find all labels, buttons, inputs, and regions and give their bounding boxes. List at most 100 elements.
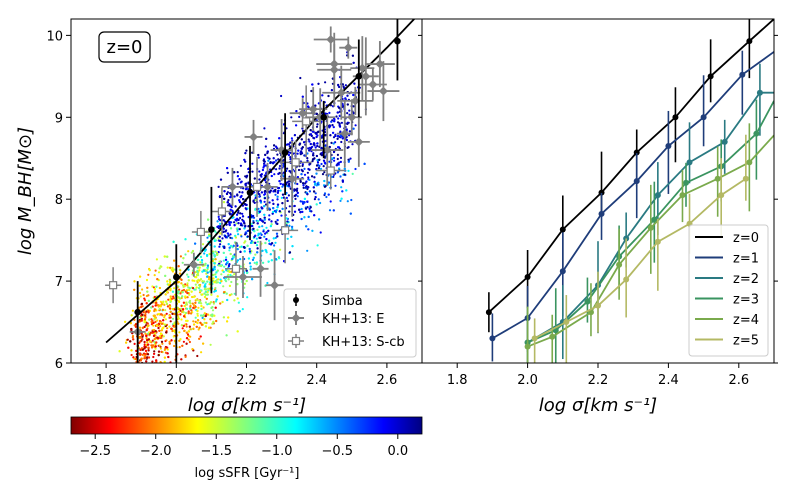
series-point xyxy=(756,89,763,96)
kh13-scb-point xyxy=(245,156,270,217)
right-x-tick-label: 1.8 xyxy=(447,373,468,388)
simba-point xyxy=(134,281,141,363)
right-x-tick-label: 2.0 xyxy=(517,373,538,388)
left-y-tick-label: 10 xyxy=(46,29,63,44)
kh13-e-point xyxy=(221,167,244,206)
left-y-tick-label: 7 xyxy=(55,275,63,290)
colorbar-tick-label: 0.0 xyxy=(387,444,408,459)
legend-label-kh13-e: KH+13: E xyxy=(322,312,384,327)
kh13-e-point xyxy=(337,86,374,115)
colorbar: −2.5 −2.0 −1.5 −1.0 −0.5 0.0 log sSFR [Gyr⁻¹] xyxy=(70,416,423,481)
series-point xyxy=(549,333,556,340)
redshift-series-lines xyxy=(485,19,774,363)
series-point xyxy=(672,114,679,121)
legend-item-simba: Simba xyxy=(293,294,363,309)
legend-item-z3: z=3 xyxy=(695,293,759,308)
series-point xyxy=(633,178,640,185)
simba-binned-points xyxy=(134,19,401,363)
series-point xyxy=(633,149,640,156)
series-line xyxy=(534,177,747,340)
kh13-scb-point xyxy=(211,187,232,236)
left-y-axis-label: log M_BH[M⊙] xyxy=(15,127,36,255)
colorbar-tick-label: −2.0 xyxy=(140,444,172,459)
legend-label: z=0 xyxy=(733,231,759,246)
series-point xyxy=(718,192,725,199)
series-point xyxy=(686,159,693,166)
series-point xyxy=(616,261,623,268)
colorbar-ticks: −2.5 −2.0 −1.5 −1.0 −0.5 0.0 xyxy=(79,434,408,459)
series-point xyxy=(531,335,538,342)
legend-label-kh13-scb: KH+13: S-cb xyxy=(322,335,405,350)
simba-point xyxy=(394,19,401,81)
kh13-e-point xyxy=(367,61,400,122)
simba-point xyxy=(355,39,363,118)
series-point xyxy=(679,192,686,199)
kh13-e-point xyxy=(350,36,375,101)
left-x-tick-label: 2.6 xyxy=(377,373,398,388)
kh13-e-point xyxy=(299,87,328,132)
kh13-scb-point xyxy=(292,85,321,158)
kh13-e-point xyxy=(336,99,353,168)
series-point xyxy=(739,71,746,78)
kh13-scb-point xyxy=(272,197,299,264)
left-panel: 1.8 2.0 2.2 2.4 2.6 6 7 8 9 10 log σ[km s⁻¹] log… xyxy=(15,18,423,416)
kh13-scb-point xyxy=(224,241,247,296)
left-y-tick-label: 8 xyxy=(55,193,63,208)
legend-item-z2: z=2 xyxy=(695,272,759,287)
left-legend: Simba KH+13: E KH+13: S-cb xyxy=(283,288,417,358)
series-z4 xyxy=(524,123,774,363)
left-x-tick-label: 2.2 xyxy=(236,373,257,388)
series-point xyxy=(559,226,566,233)
series-point xyxy=(683,179,689,186)
series-point xyxy=(595,302,601,309)
kh13-e-point xyxy=(364,41,395,88)
series-point xyxy=(485,309,492,316)
series-point xyxy=(714,175,721,182)
left-y-tick-label: 9 xyxy=(55,111,63,126)
legend-item-z5: z=5 xyxy=(695,334,759,349)
series-point xyxy=(651,216,658,223)
right-panel: 1.8 2.0 2.2 2.4 2.6 log σ[km s⁻¹] z=0z=1z=2z… xyxy=(418,18,778,416)
series-point xyxy=(598,189,605,196)
colorbar-gradient xyxy=(70,416,423,435)
left-y-axis: 6 7 8 9 10 xyxy=(46,29,71,372)
left-y-tick-label: 6 xyxy=(55,357,63,372)
series-point xyxy=(654,192,661,199)
simba-point xyxy=(173,244,180,363)
kh13-e-point xyxy=(347,116,370,167)
series-point xyxy=(563,319,570,326)
series-point xyxy=(721,138,728,145)
colorbar-label: log sSFR [Gyr⁻¹] xyxy=(195,466,300,481)
right-x-tick-label: 2.6 xyxy=(728,373,749,388)
series-point xyxy=(524,343,531,350)
legend-label: z=4 xyxy=(733,313,759,328)
kh13-e-point xyxy=(244,119,263,154)
series-point xyxy=(584,298,591,305)
series-point xyxy=(753,130,760,137)
right-x-axis: 1.8 2.0 2.2 2.4 2.6 xyxy=(418,34,778,388)
legend-label: z=1 xyxy=(733,252,759,267)
series-point xyxy=(559,268,566,275)
kh13-scb-point xyxy=(191,210,210,253)
series-point xyxy=(647,224,654,231)
series-point xyxy=(598,210,605,217)
right-x-tick-label: 2.2 xyxy=(588,373,609,388)
kh13-e-point xyxy=(265,250,284,321)
legend-item-z1: z=1 xyxy=(695,252,759,267)
simba-point xyxy=(208,186,215,294)
legend-item-kh13-e: KH+13: E xyxy=(288,311,384,327)
series-z5 xyxy=(531,134,749,363)
legend-item-z4: z=4 xyxy=(695,313,759,328)
kh13-observations xyxy=(105,26,400,342)
kh13-e-point xyxy=(280,140,305,217)
z0-annotation-box: z=0 xyxy=(98,31,151,63)
series-point xyxy=(665,142,672,149)
left-x-tick-label: 2.0 xyxy=(166,373,187,388)
z0-annotation-text: z=0 xyxy=(107,37,143,58)
kh13-e-point xyxy=(317,32,352,107)
colorbar-tick-label: −0.5 xyxy=(321,444,353,459)
colorbar-tick-label: −2.5 xyxy=(79,444,111,459)
series-point xyxy=(489,335,496,342)
simba-point xyxy=(320,100,328,159)
